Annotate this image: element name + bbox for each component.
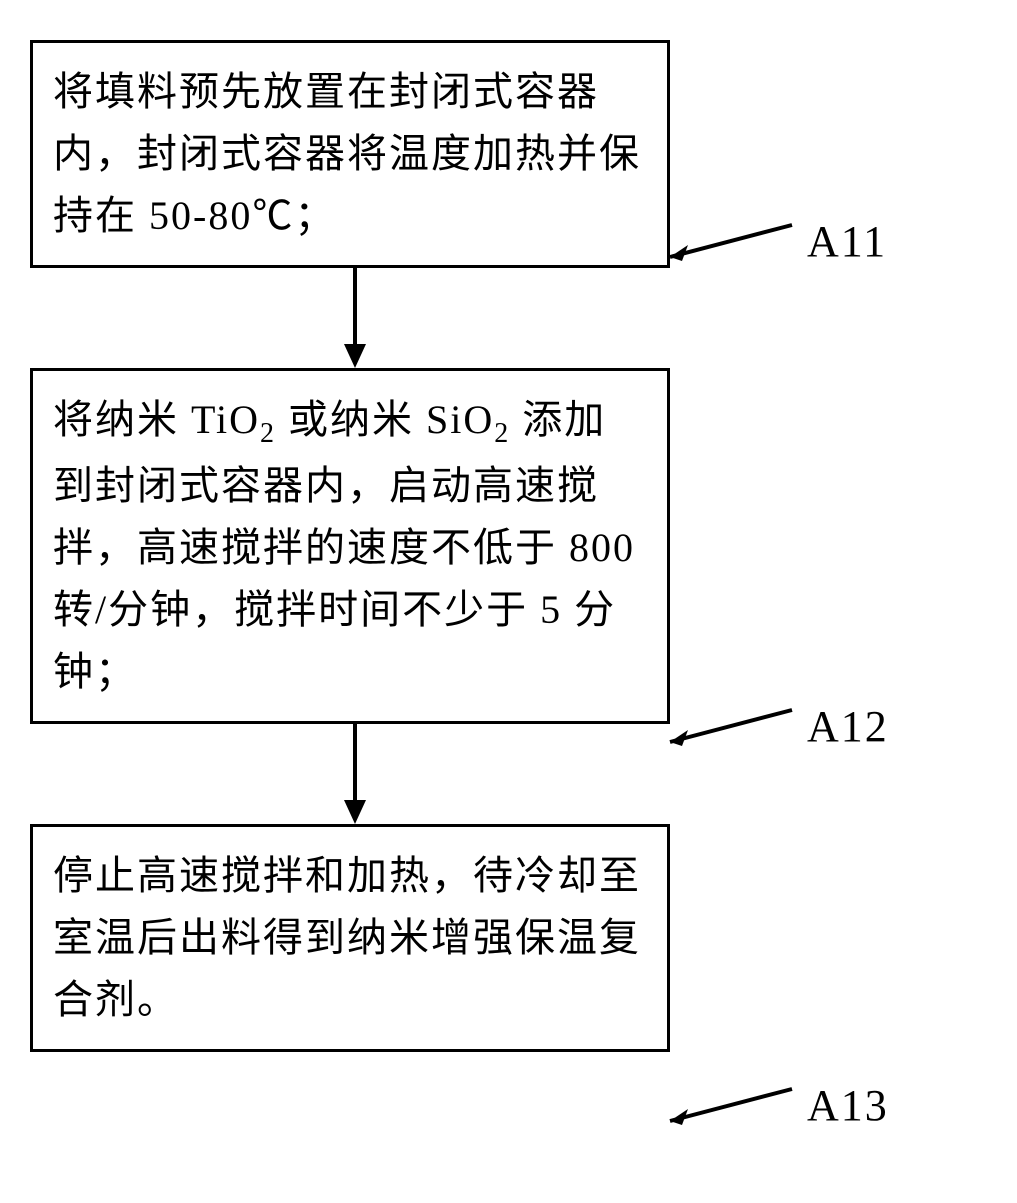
- pointer-arrow-icon: [662, 217, 807, 267]
- step-box-a12: 将纳米 TiO2 或纳米 SiO2 添加到封闭式容器内，启动高速搅拌，高速搅拌的…: [30, 368, 670, 724]
- step-box-a11: 将填料预先放置在封闭式容器内，封闭式容器将温度加热并保持在 50-80℃；: [30, 40, 670, 268]
- pointer-a12: A12: [662, 701, 889, 752]
- step-box-a13: 停止高速搅拌和加热，待冷却至室温后出料得到纳米增强保温复合剂。: [30, 824, 670, 1052]
- step-row-a13: 停止高速搅拌和加热，待冷却至室温后出料得到纳米增强保温复合剂。 A13: [30, 824, 987, 1052]
- connector-arrow-icon: [340, 724, 370, 824]
- step-label-a13: A13: [807, 1080, 889, 1131]
- step-row-a11: 将填料预先放置在封闭式容器内，封闭式容器将温度加热并保持在 50-80℃； A1…: [30, 40, 987, 268]
- step-text-a11: 将填料预先放置在封闭式容器内，封闭式容器将温度加热并保持在 50-80℃；: [53, 69, 641, 238]
- connector-arrow-icon: [340, 268, 370, 368]
- step-label-a11: A11: [807, 216, 887, 267]
- connector-a11-a12: [30, 268, 987, 368]
- step-text-a13: 停止高速搅拌和加热，待冷却至室温后出料得到纳米增强保温复合剂。: [53, 853, 641, 1022]
- step-text-a12: 将纳米 TiO2 或纳米 SiO2 添加到封闭式容器内，启动高速搅拌，高速搅拌的…: [53, 397, 635, 694]
- flowchart-container: 将填料预先放置在封闭式容器内，封闭式容器将温度加热并保持在 50-80℃； A1…: [30, 40, 987, 1052]
- pointer-arrow-icon: [662, 702, 807, 752]
- step-label-a12: A12: [807, 701, 889, 752]
- pointer-a13: A13: [662, 1080, 889, 1131]
- pointer-a11: A11: [662, 216, 887, 267]
- step-row-a12: 将纳米 TiO2 或纳米 SiO2 添加到封闭式容器内，启动高速搅拌，高速搅拌的…: [30, 368, 987, 724]
- pointer-arrow-icon: [662, 1081, 807, 1131]
